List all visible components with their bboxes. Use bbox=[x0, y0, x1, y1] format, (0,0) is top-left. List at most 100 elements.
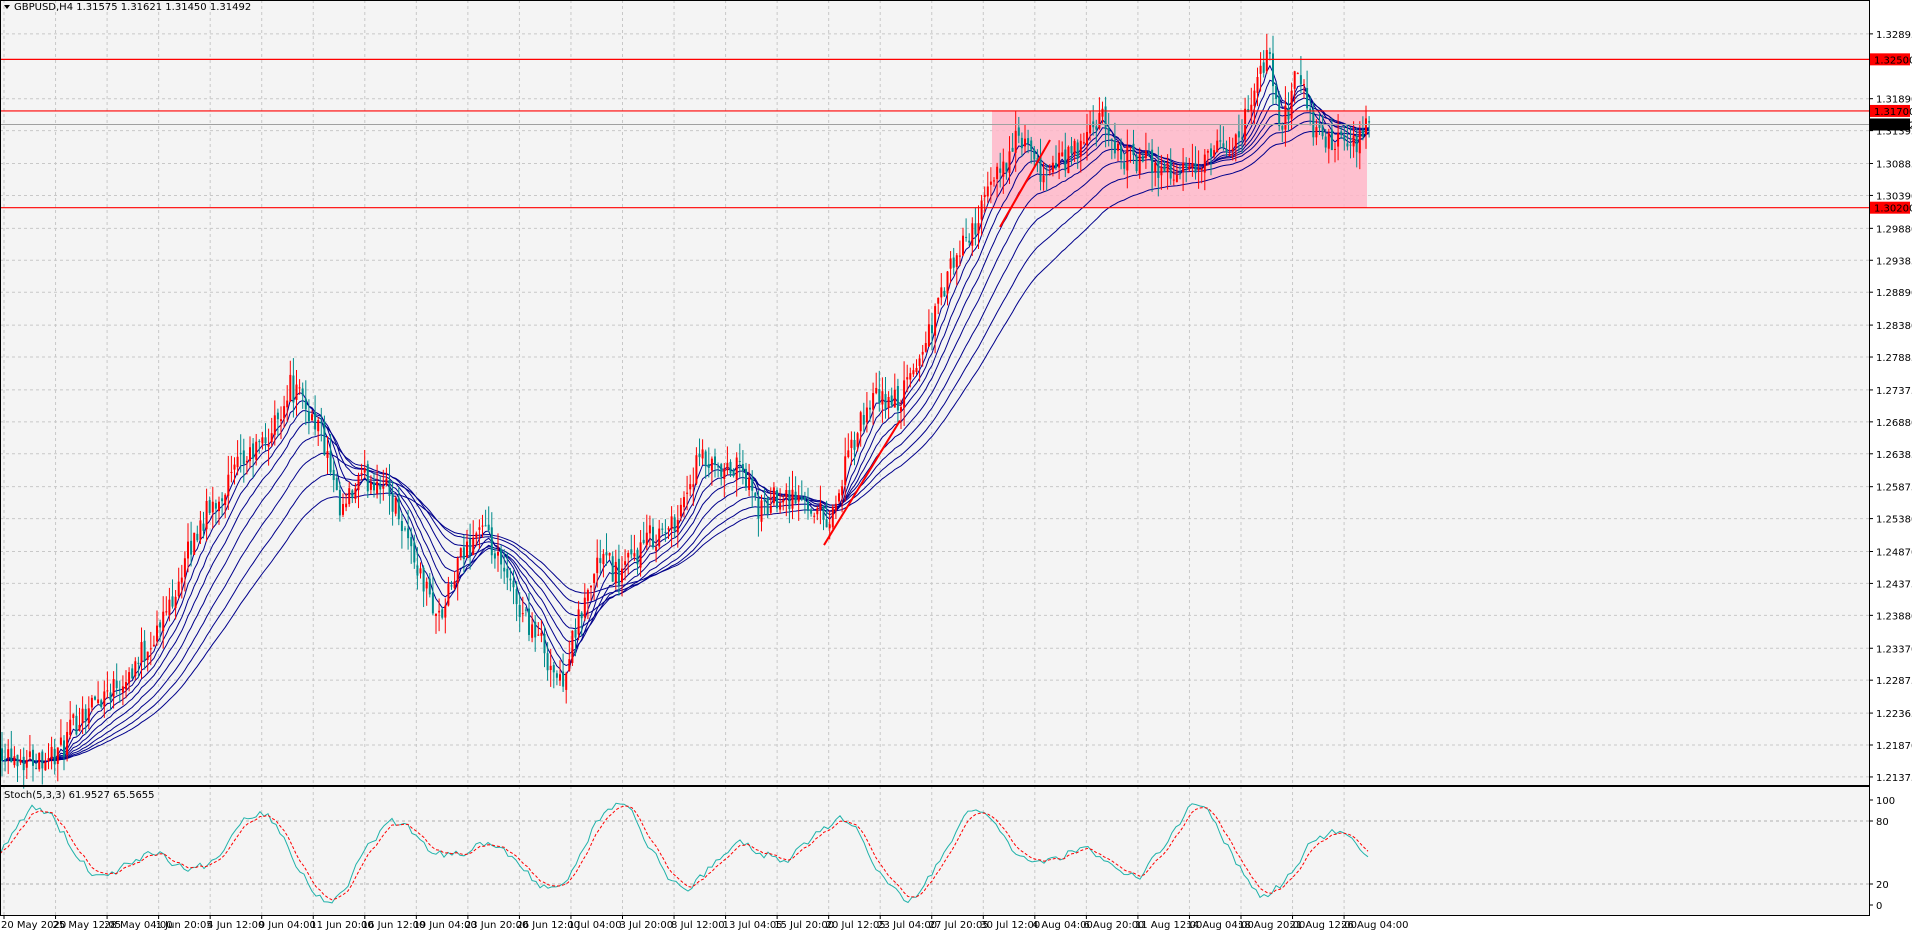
candle bbox=[1064, 132, 1067, 178]
candle-body bbox=[239, 452, 242, 455]
candle-body bbox=[385, 478, 388, 485]
candle bbox=[435, 613, 437, 634]
candle-body bbox=[69, 719, 72, 736]
candle bbox=[1250, 87, 1253, 125]
x-tick-label: 20 Jul 12:05 bbox=[826, 920, 886, 931]
candle-body bbox=[152, 644, 155, 647]
x-tick-label: 4 Aug 04:00 bbox=[1032, 920, 1093, 931]
candle bbox=[1231, 137, 1234, 161]
candle bbox=[546, 642, 549, 681]
candle-body bbox=[627, 552, 630, 558]
candle-body bbox=[794, 491, 797, 504]
candle-body bbox=[317, 420, 320, 432]
x-tick-label: 25 May 12:05 bbox=[53, 920, 122, 931]
candle bbox=[704, 449, 707, 479]
candle-body bbox=[559, 674, 561, 681]
candle bbox=[125, 670, 127, 699]
candle-body bbox=[1259, 65, 1262, 74]
candle bbox=[199, 510, 202, 544]
candle-body bbox=[903, 380, 906, 408]
candle-body bbox=[53, 748, 56, 765]
moving-average-line bbox=[2, 120, 1370, 762]
candle bbox=[1203, 149, 1206, 191]
candle bbox=[143, 630, 146, 670]
candle bbox=[717, 462, 720, 478]
candle-body bbox=[1352, 135, 1355, 147]
candle bbox=[583, 583, 586, 622]
candle-body bbox=[980, 200, 983, 220]
candle-body bbox=[286, 400, 289, 408]
candle-body bbox=[1330, 129, 1333, 151]
candle-body bbox=[156, 625, 158, 642]
candle bbox=[1033, 146, 1036, 167]
candle-body bbox=[776, 490, 778, 509]
level-price-box bbox=[1870, 201, 1910, 214]
candle-body bbox=[1210, 148, 1212, 157]
candle-body bbox=[354, 488, 357, 499]
candle bbox=[1368, 116, 1371, 138]
candle bbox=[695, 447, 698, 486]
candle-body bbox=[320, 422, 323, 424]
candle-body bbox=[1058, 152, 1061, 168]
candle-body bbox=[1284, 105, 1287, 130]
y-tick-label: 1.21375 bbox=[1876, 773, 1912, 784]
candle bbox=[766, 496, 769, 519]
candle bbox=[28, 734, 31, 762]
candle-body bbox=[782, 499, 785, 503]
candle bbox=[1086, 113, 1088, 161]
candle-body bbox=[487, 524, 490, 531]
candle bbox=[602, 549, 605, 578]
candle bbox=[518, 592, 521, 633]
candle bbox=[779, 488, 782, 514]
candle bbox=[1132, 129, 1135, 164]
candle-body bbox=[1222, 143, 1225, 148]
candle-body bbox=[1089, 124, 1092, 134]
candle-body bbox=[583, 597, 586, 618]
candle-body bbox=[645, 532, 648, 546]
y-tick-label: 1.24375 bbox=[1876, 579, 1912, 590]
chevron-down-icon[interactable] bbox=[4, 5, 10, 9]
indicator-frame bbox=[0, 786, 1870, 916]
candle bbox=[128, 667, 131, 692]
candle-body bbox=[1355, 135, 1358, 153]
trend-line[interactable] bbox=[999, 139, 1051, 228]
candle-body bbox=[44, 761, 47, 771]
candle bbox=[462, 535, 465, 574]
candle-body bbox=[4, 759, 7, 761]
candle-body bbox=[1101, 108, 1104, 117]
candle bbox=[484, 509, 487, 527]
candle bbox=[233, 457, 236, 485]
candle bbox=[329, 434, 332, 476]
y-tick-label: 1.23370 bbox=[1876, 644, 1912, 655]
candle-body bbox=[373, 482, 375, 491]
candle bbox=[751, 470, 754, 509]
candle bbox=[1024, 124, 1026, 153]
candle-body bbox=[283, 406, 286, 419]
candle-body bbox=[664, 531, 667, 533]
candle bbox=[512, 570, 515, 605]
candle-body bbox=[193, 532, 196, 555]
candle-body bbox=[475, 533, 478, 538]
candle-body bbox=[714, 456, 716, 465]
y-tick-label: 1.32895 bbox=[1876, 30, 1912, 41]
candle bbox=[174, 590, 177, 620]
trend-line[interactable] bbox=[823, 420, 901, 546]
candle bbox=[921, 344, 924, 367]
y-tick-label: 1.22875 bbox=[1876, 676, 1912, 687]
candle-body bbox=[221, 498, 224, 502]
candle-body bbox=[149, 648, 152, 650]
candle bbox=[1014, 111, 1017, 172]
y-tick-label: 1.27375 bbox=[1876, 386, 1912, 397]
candle-body bbox=[726, 462, 729, 471]
candle-body bbox=[636, 549, 639, 565]
candle bbox=[611, 551, 614, 583]
candle bbox=[797, 485, 800, 521]
candle bbox=[323, 415, 326, 456]
candle bbox=[531, 612, 534, 643]
candle-body bbox=[97, 699, 100, 704]
candle bbox=[447, 576, 450, 607]
candle bbox=[605, 533, 608, 566]
candle bbox=[13, 746, 16, 768]
